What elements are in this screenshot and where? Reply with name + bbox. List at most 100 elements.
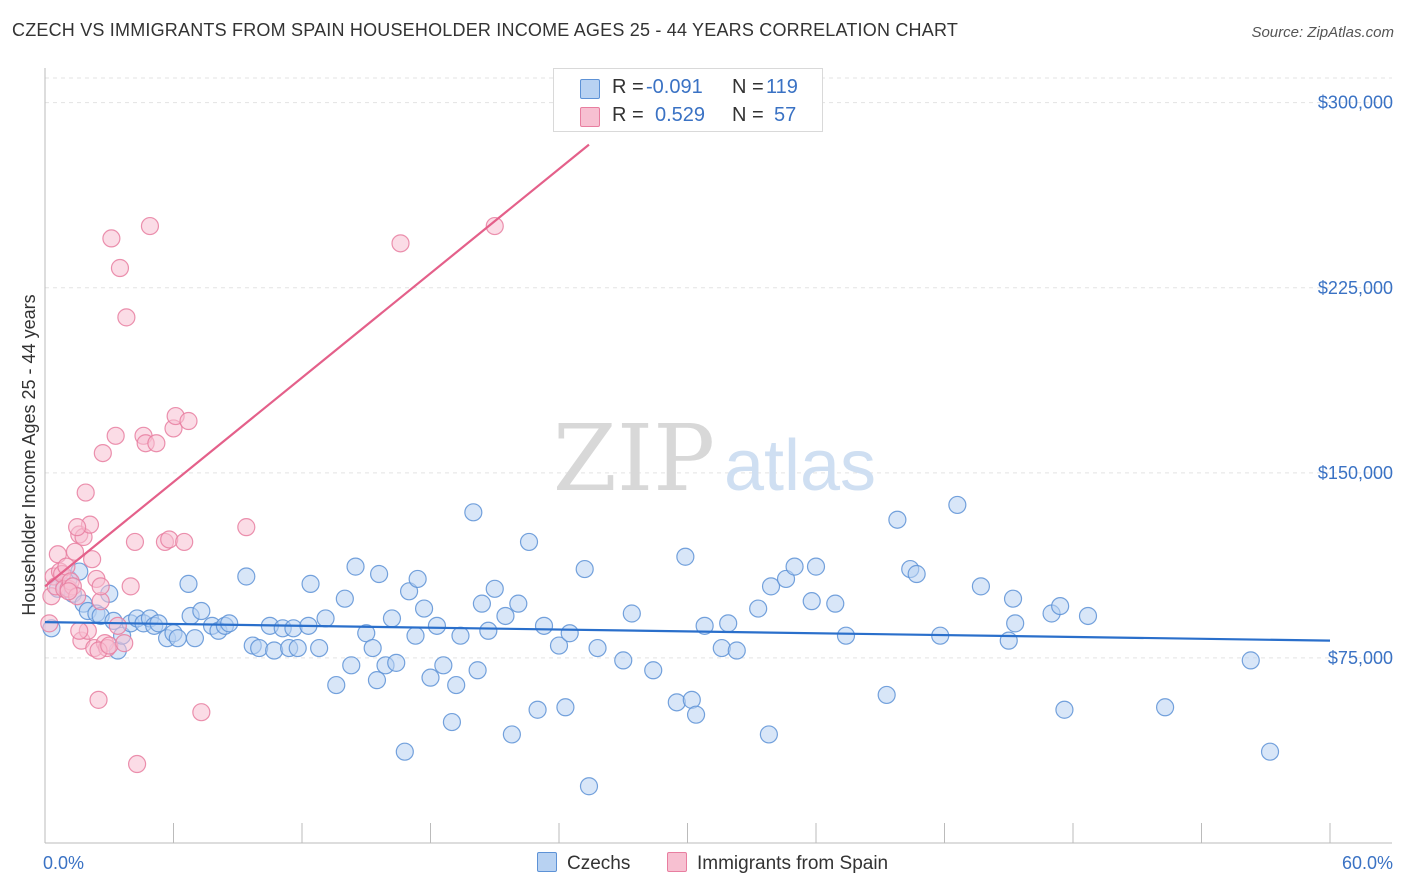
spain-point (175, 532, 194, 552)
spain-point (102, 229, 121, 248)
czech-point (806, 557, 826, 576)
spain-point (117, 308, 136, 327)
trend-lines (44, 143, 1331, 642)
czech-point (749, 599, 768, 618)
legend-r-value: -0.091 (646, 76, 703, 98)
czech-point (237, 567, 256, 586)
bottom-legend-czechs[interactable]: Czechs (537, 852, 630, 875)
czech-point (284, 619, 303, 638)
spain-point (160, 530, 179, 549)
legend-row-spain: R = 0.529 N = 57 (554, 101, 822, 131)
spain-legend-label: Immigrants from Spain (697, 853, 889, 874)
watermark-zip: ZIP (553, 405, 715, 512)
czechs-legend-label: Czechs (567, 853, 631, 874)
x-tick-label: 0.0% (43, 853, 84, 873)
czech-point (1078, 606, 1098, 626)
czech-point (1051, 596, 1070, 616)
czech-point (370, 564, 389, 584)
czech-point (999, 631, 1018, 650)
czech-point (877, 685, 896, 705)
bottom-legend-spain[interactable]: Immigrants from Spain (667, 852, 888, 875)
czech-point (1241, 651, 1260, 670)
legend-swatch-pink (580, 107, 600, 127)
czech-point (464, 503, 483, 522)
legend-row-czechs: R = -0.091 N = 119 (554, 73, 822, 103)
czech-point (644, 661, 663, 680)
chart-title: CZECH VS IMMIGRANTS FROM SPAIN HOUSEHOLD… (12, 20, 959, 40)
czech-point (1260, 742, 1280, 761)
czech-point (948, 495, 967, 515)
czech-point (676, 547, 695, 566)
spain-point (391, 234, 410, 253)
czech-point (579, 777, 599, 796)
legend-n-value: 57 (774, 104, 797, 126)
spain-point (121, 577, 140, 596)
correlation-legend: R = -0.091 N = 119 R = 0.529 N = 57 (553, 68, 823, 132)
czech-point (192, 601, 211, 621)
czech-point (826, 594, 845, 613)
czech-point (395, 742, 414, 761)
czech-point (785, 557, 804, 576)
czech-point (220, 614, 239, 633)
czech-point (588, 638, 607, 658)
y-tick-label: $225,000 (1318, 278, 1393, 298)
y-tick-label: $75,000 (1328, 648, 1393, 668)
spain-point (65, 542, 85, 561)
y-tick-label: $300,000 (1318, 93, 1393, 113)
legend-n-value: 119 (766, 76, 798, 98)
czech-point (622, 604, 641, 623)
spain-point (68, 518, 87, 537)
czech-point (168, 629, 187, 648)
czechs-swatch (537, 852, 557, 872)
czech-point (759, 725, 778, 744)
czech-point (310, 638, 329, 658)
czech-point (479, 621, 498, 640)
spain-point (485, 216, 504, 236)
spain-point (91, 577, 110, 596)
czech-point (367, 671, 387, 690)
czech-point (907, 564, 926, 584)
spain-trend-line (44, 143, 590, 588)
czech-point (549, 636, 569, 655)
czech-point (502, 725, 521, 744)
spain-point (179, 411, 198, 431)
spain-point (106, 426, 125, 445)
czech-point (451, 626, 470, 645)
czech-point (556, 698, 575, 717)
czech-point (1155, 698, 1175, 717)
czech-point (727, 641, 746, 660)
spain-point (70, 621, 89, 640)
czech-point (421, 668, 440, 687)
tick-labels: $75,000 $150,000 $225,000 $300,000 0.0% 60.0% (43, 93, 1393, 873)
legend-n-label: N = (732, 104, 764, 126)
czech-point (399, 582, 419, 601)
czech-point (447, 675, 466, 695)
spain-point (76, 483, 95, 502)
czech-point (575, 559, 594, 579)
czech-point (427, 616, 447, 635)
spain-point (59, 582, 78, 601)
czech-point (327, 675, 346, 695)
czech-point (614, 651, 633, 670)
czech-point (802, 592, 821, 611)
source-credit: Source: ZipAtlas.com (1251, 24, 1394, 41)
czech-point (335, 589, 354, 608)
spain-point (147, 434, 166, 453)
czech-point (776, 569, 796, 589)
spain-point (100, 636, 119, 655)
legend-n-label: N = (732, 76, 764, 98)
legend-r-label: R = (612, 104, 644, 126)
czech-point (346, 557, 365, 576)
czech-point (1055, 700, 1074, 719)
spain-point (140, 216, 160, 236)
czechs-trend-line (44, 621, 1331, 642)
watermark-atlas: atlas (724, 426, 876, 506)
x-tick-label: 60.0% (1342, 853, 1393, 873)
czech-point (496, 606, 515, 626)
czech-point (472, 594, 491, 613)
czech-point (1006, 614, 1025, 633)
czech-point (442, 712, 462, 732)
czech-point (519, 532, 539, 552)
czech-point (342, 656, 361, 675)
